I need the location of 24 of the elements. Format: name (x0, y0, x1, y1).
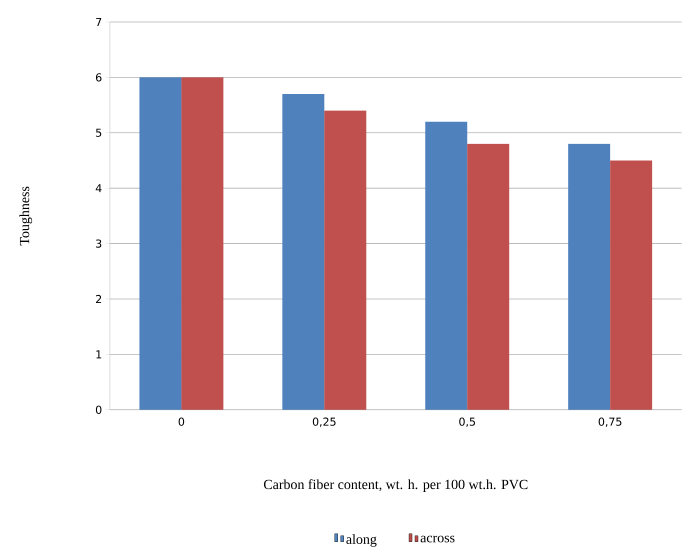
bar (568, 144, 610, 410)
x-tick-label: 0,5 (459, 418, 475, 428)
bar (324, 110, 366, 410)
y-tick-label: 3 (96, 240, 102, 248)
x-tick-label: 0,75 (598, 418, 622, 428)
bar (610, 160, 652, 410)
y-tick-label: 5 (96, 128, 102, 138)
legend-label: along (346, 534, 377, 547)
legend-label: across (420, 536, 455, 543)
bar (181, 78, 224, 410)
y-tick-label: 6 (96, 73, 102, 82)
y-tick-label: 0 (96, 406, 102, 414)
y-tick-label: 7 (96, 18, 102, 26)
x-tick-label: 0,25 (312, 418, 336, 428)
y-axis-title: Toughness (19, 186, 32, 246)
y-tick-label: 2 (96, 295, 102, 304)
x-tick-label: 0 (178, 418, 184, 426)
y-tick-label: 1 (96, 350, 102, 359)
y-tick-label: 4 (96, 184, 102, 192)
bar (282, 94, 324, 410)
x-axis-title: Carbon fiber content, wt. h. per 100 wt.h. PVC (264, 479, 528, 492)
bar (139, 78, 182, 410)
bar (467, 144, 510, 410)
bar (425, 122, 468, 410)
